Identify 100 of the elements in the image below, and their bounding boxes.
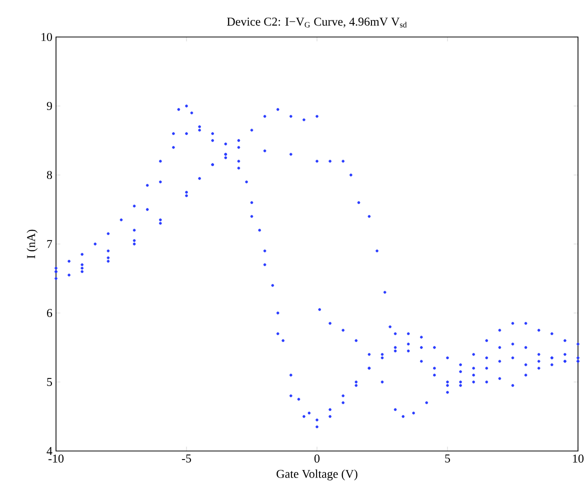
point <box>198 125 201 128</box>
point <box>406 332 410 336</box>
point <box>54 266 58 270</box>
point <box>459 380 462 384</box>
point <box>224 142 228 146</box>
y-tick-label: 4 <box>46 447 52 455</box>
point <box>54 277 58 280</box>
point <box>420 360 423 363</box>
point <box>290 152 292 156</box>
point <box>511 356 514 360</box>
point <box>472 352 475 356</box>
point <box>276 332 280 336</box>
point <box>472 380 475 384</box>
point <box>185 194 188 198</box>
point <box>159 222 162 225</box>
point <box>172 146 175 149</box>
point <box>420 346 423 349</box>
point <box>224 156 228 160</box>
point <box>368 352 371 356</box>
point <box>94 242 97 246</box>
point <box>433 366 436 370</box>
point <box>290 394 292 398</box>
x-axis-title: Gate Voltage (V) <box>276 469 358 480</box>
point <box>106 232 110 236</box>
point <box>459 370 462 374</box>
point <box>537 366 540 370</box>
point <box>564 352 566 356</box>
point <box>446 390 449 394</box>
point <box>446 356 449 360</box>
point <box>237 160 240 163</box>
point <box>383 290 386 294</box>
point <box>263 149 266 152</box>
point <box>250 128 254 132</box>
point <box>394 346 397 349</box>
point <box>190 112 194 114</box>
point <box>80 266 84 270</box>
point <box>185 190 188 194</box>
point <box>185 104 188 108</box>
y-tick-label: 10 <box>42 32 52 42</box>
point <box>472 374 475 376</box>
point <box>357 201 360 204</box>
point <box>406 350 410 352</box>
point <box>354 380 358 384</box>
point <box>511 322 514 325</box>
point <box>132 242 136 246</box>
point <box>406 342 410 346</box>
point <box>524 374 528 376</box>
point <box>106 260 110 263</box>
point <box>177 108 180 111</box>
point <box>172 132 175 135</box>
point <box>425 401 428 404</box>
point <box>146 208 149 211</box>
point <box>316 418 318 422</box>
point <box>380 352 384 356</box>
point <box>394 350 397 352</box>
point <box>459 363 462 366</box>
point <box>290 114 292 118</box>
point <box>159 180 162 184</box>
point <box>350 174 352 176</box>
point <box>537 360 540 363</box>
point <box>271 284 274 287</box>
point <box>511 342 514 346</box>
point <box>498 377 502 380</box>
point <box>237 139 240 142</box>
y-tick-label: 5 <box>47 378 52 386</box>
y-tick-label: 8 <box>46 170 52 180</box>
point <box>485 339 488 342</box>
point <box>354 339 358 342</box>
point <box>354 384 358 387</box>
point <box>368 214 371 218</box>
point <box>318 308 322 311</box>
point <box>198 128 201 132</box>
point <box>132 228 136 232</box>
point <box>308 412 311 414</box>
point <box>498 360 502 363</box>
point <box>237 166 240 170</box>
point <box>498 346 502 349</box>
point <box>524 363 528 366</box>
point <box>132 204 136 208</box>
point <box>446 384 449 387</box>
y-tick-label: 9 <box>46 102 52 110</box>
point <box>402 415 405 418</box>
point <box>420 336 423 339</box>
point <box>316 160 318 163</box>
point <box>394 408 397 411</box>
point <box>132 239 136 242</box>
point <box>576 356 580 360</box>
point <box>394 332 397 336</box>
point <box>342 394 344 398</box>
point <box>433 346 436 349</box>
point <box>211 132 214 135</box>
point <box>524 346 528 349</box>
point <box>328 160 332 163</box>
point <box>524 322 528 325</box>
point <box>68 260 70 263</box>
point <box>80 252 84 256</box>
point <box>316 425 318 428</box>
point <box>433 374 436 376</box>
point <box>537 328 540 332</box>
point <box>258 228 261 232</box>
